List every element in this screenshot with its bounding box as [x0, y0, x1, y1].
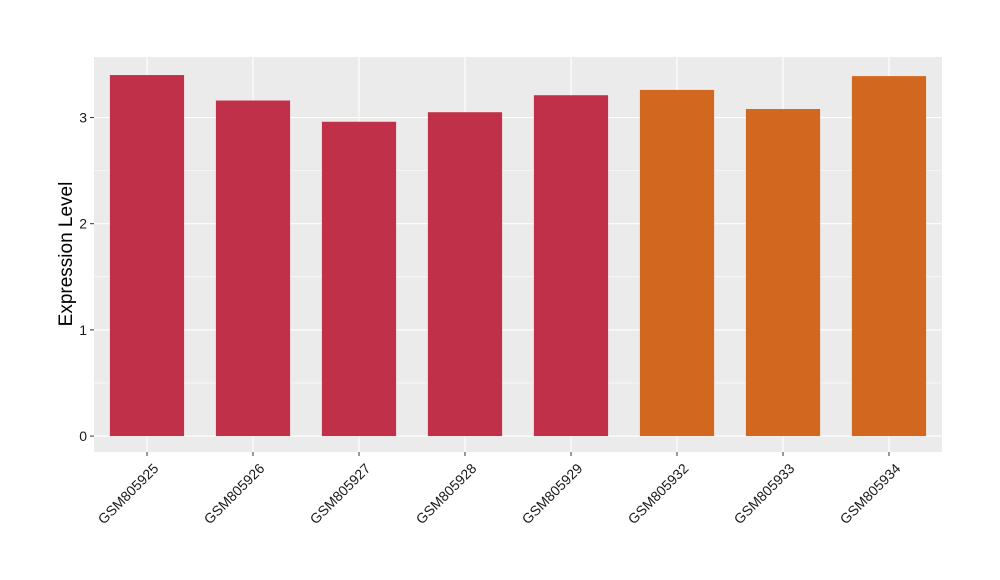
x-tick-label: GSM805927 — [307, 460, 374, 527]
y-tick-label: 3 — [79, 110, 87, 126]
bar — [533, 95, 609, 437]
bar — [427, 112, 503, 437]
y-tick-label: 0 — [79, 428, 87, 444]
x-axis-ticks: GSM805925 GSM805926 GSM805927 GSM805928 GSM8… — [95, 452, 904, 527]
x-tick-label: GSM805928 — [413, 460, 480, 527]
bar — [639, 89, 715, 437]
x-tick-label: GSM805933 — [731, 460, 798, 527]
x-tick-label: GSM805932 — [625, 460, 692, 527]
bar — [215, 100, 291, 437]
x-tick-label: GSM805925 — [95, 460, 162, 527]
bars — [109, 75, 927, 437]
x-tick-label: GSM805926 — [201, 460, 268, 527]
bar — [109, 75, 185, 437]
bar — [745, 109, 821, 437]
y-tick-label: 2 — [79, 216, 87, 232]
y-axis-title: Expression Level — [56, 182, 77, 327]
x-tick-label: GSM805934 — [837, 460, 904, 527]
y-tick-label: 1 — [79, 322, 87, 338]
bar — [851, 76, 927, 437]
bar — [321, 121, 397, 437]
x-tick-label: GSM805929 — [519, 460, 586, 527]
y-axis-ticks: 0 1 2 3 — [79, 110, 94, 444]
